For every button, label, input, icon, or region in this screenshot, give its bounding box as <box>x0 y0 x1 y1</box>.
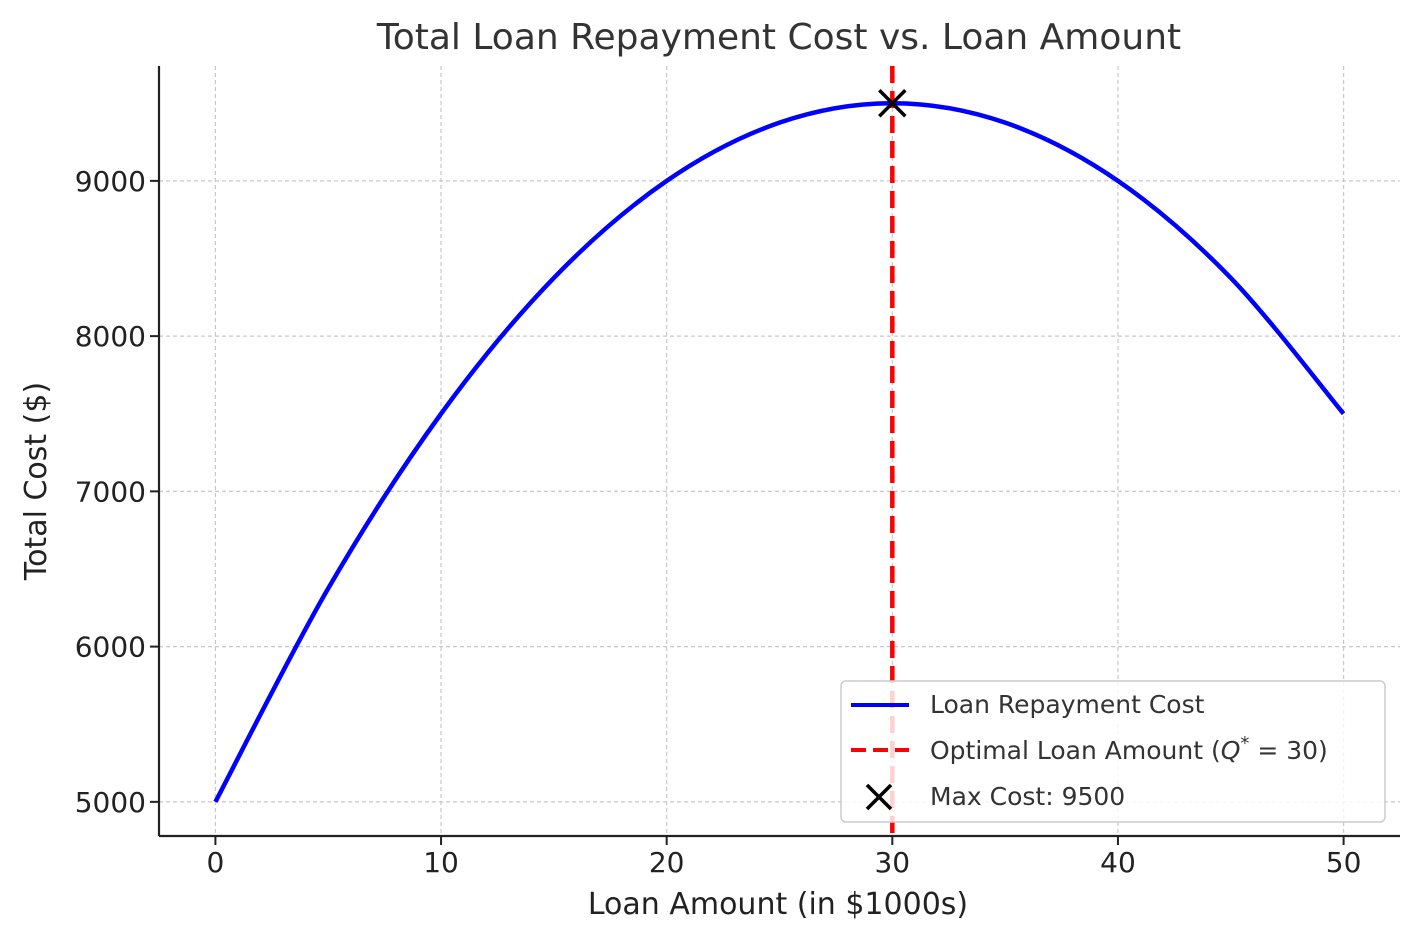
x-tick-label: 20 <box>649 846 685 879</box>
y-tick-label: 9000 <box>75 165 146 198</box>
legend-x-stroke <box>865 783 893 811</box>
x-tick-label: 30 <box>874 846 910 879</box>
series-line-0 <box>213 101 1346 803</box>
x-tick-label: 0 <box>206 846 224 879</box>
legend-label-curve: Loan Repayment Cost <box>930 690 1205 719</box>
y-tick-label: 7000 <box>75 475 146 508</box>
max-marker <box>878 89 907 118</box>
y-tick-label: 6000 <box>75 631 146 664</box>
y-tick-label: 8000 <box>75 320 146 353</box>
y-ticks: 5000 6000 7000 8000 9000 <box>75 165 159 819</box>
legend-box <box>840 680 1386 823</box>
legend: Loan Repayment Cost Optimal Loan Amount … <box>840 680 1386 823</box>
x-ticks: 0 10 20 30 40 50 <box>206 836 1361 879</box>
y-axis-label: Total Cost ($) <box>19 382 54 581</box>
x-tick-label: 10 <box>423 846 459 879</box>
x-axis-label: Loan Amount (in $1000s) <box>588 887 968 922</box>
y-tick-label: 5000 <box>75 786 146 819</box>
max-marker-stroke <box>878 89 907 118</box>
x-tick-label: 40 <box>1100 846 1136 879</box>
x-tick-label: 50 <box>1326 846 1362 879</box>
legend-swatch-max-icon <box>865 783 893 811</box>
chart-title: Total Loan Repayment Cost vs. Loan Amoun… <box>376 17 1181 58</box>
legend-label-optimal: Optimal Loan Amount (Q* = 30) <box>930 733 1328 765</box>
legend-label-max: Max Cost: 9500 <box>930 782 1125 811</box>
